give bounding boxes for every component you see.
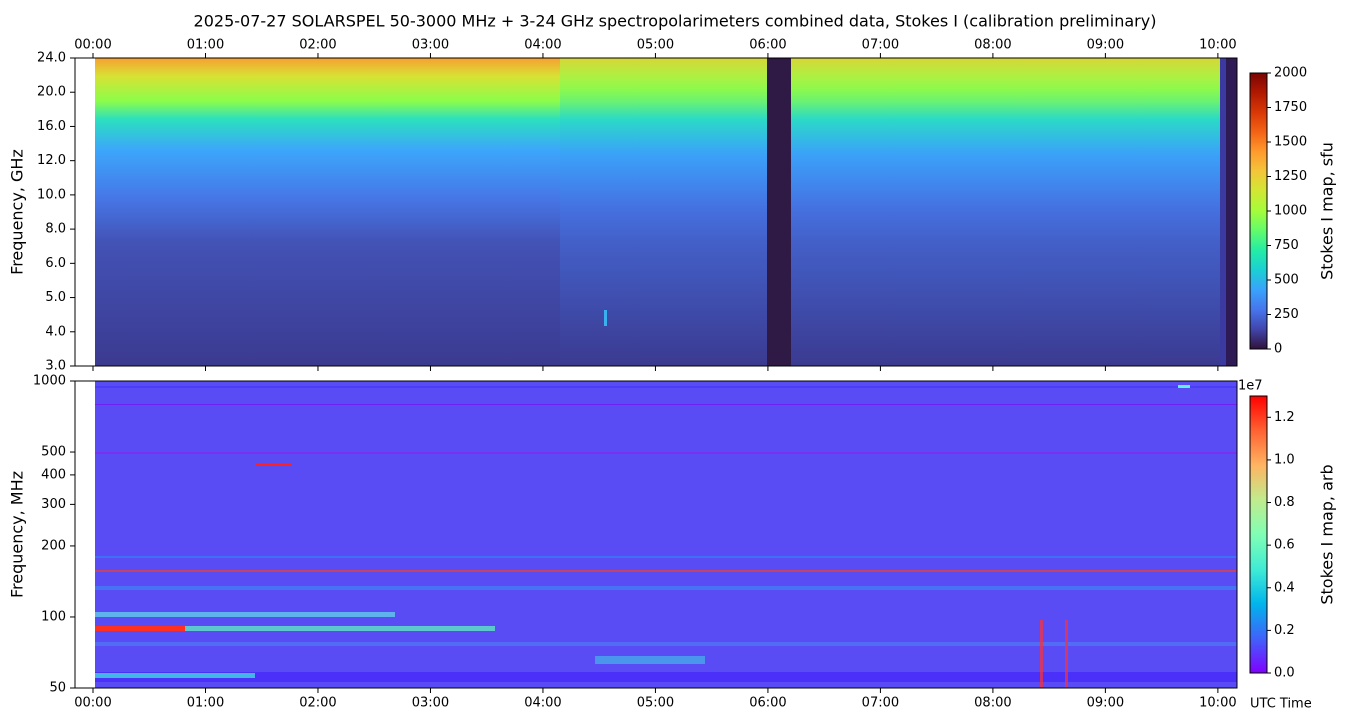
x-tick-label: 10:00: [1199, 38, 1236, 53]
y-tick-label: 5.0: [45, 290, 66, 305]
x-tick-label: 03:00: [412, 38, 449, 53]
colorbar-tick-label: 1.0: [1274, 452, 1295, 467]
title: 2025-07-27 SOLARSPEL 50-3000 MHz + 3-24 …: [194, 12, 1157, 31]
colorbar-tick-label: 250: [1274, 307, 1299, 322]
colorbar-tick-label: 500: [1274, 273, 1299, 288]
heatmap-top: [95, 58, 1237, 366]
y-tick-label: 50: [49, 681, 66, 696]
y-tick-label: 12.0: [37, 153, 66, 168]
y-tick-label: 4.0: [45, 324, 66, 339]
colorbar-tick-label: 0.6: [1274, 538, 1295, 553]
y-tick-label: 200: [41, 538, 66, 553]
x-tick-label: 02:00: [299, 696, 336, 711]
y-axis-label: Frequency, MHz: [8, 471, 27, 598]
axes-frame: [74, 380, 1238, 689]
y-tick-label: 100: [41, 609, 66, 624]
y-tick-label: 20.0: [37, 85, 66, 100]
x-tick-label: 00:00: [74, 696, 111, 711]
colorbar-offset: 1e7: [1238, 379, 1263, 394]
y-tick-label: 24.0: [37, 51, 66, 66]
x-tick-label: 00:00: [74, 38, 111, 53]
x-tick-label: 05:00: [637, 38, 674, 53]
y-tick-label: 3.0: [45, 359, 66, 374]
axes: 00:00 01:00 02:00 03:00 04:00 05:00 06:00 07:00…: [8, 38, 1337, 712]
x-tick-label: 05:00: [637, 696, 674, 711]
colorbar-tick-label: 0.4: [1274, 580, 1295, 595]
y-tick-label: 16.0: [37, 119, 66, 134]
x-tick-label: 02:00: [299, 38, 336, 53]
x-tick-label: 09:00: [1087, 38, 1124, 53]
colorbar-tick-label: 0.8: [1274, 495, 1295, 510]
y-tick-label: 8.0: [45, 222, 66, 237]
colorbar-tick-label: 1000: [1274, 204, 1307, 219]
x-tick-label: 08:00: [974, 38, 1011, 53]
x-tick-label: 06:00: [749, 696, 786, 711]
colorbar: [1249, 395, 1268, 674]
x-tick-label: 08:00: [974, 696, 1011, 711]
axes-frame: [74, 57, 1238, 367]
colorbar-tick-label: 2000: [1274, 66, 1307, 81]
colorbar-tick-label: 0.2: [1274, 623, 1295, 638]
colorbar-tick-label: 0.0: [1274, 666, 1295, 681]
x-tick-label: 01:00: [187, 696, 224, 711]
y-tick-label: 1000: [33, 374, 66, 389]
x-axis-label: UTC Time: [1250, 697, 1312, 712]
colorbar-tick-label: 0: [1274, 342, 1282, 357]
y-tick-label: 6.0: [45, 256, 66, 271]
y-tick-label: 300: [41, 497, 66, 512]
y-axis-label: Frequency, GHz: [8, 149, 27, 275]
colorbar-tick-label: 1750: [1274, 100, 1307, 115]
y-tick-label: 400: [41, 467, 66, 482]
x-tick-label: 01:00: [187, 38, 224, 53]
x-tick-label: 04:00: [524, 696, 561, 711]
colorbar-tick-label: 750: [1274, 238, 1299, 253]
y-tick-label: 10.0: [37, 187, 66, 202]
heatmap-bottom: [95, 381, 1237, 688]
x-tick-label: 06:00: [749, 38, 786, 53]
x-tick-label: 07:00: [862, 696, 899, 711]
colorbar: [1249, 72, 1268, 350]
y-tick-label: 500: [41, 445, 66, 460]
x-tick-label: 09:00: [1087, 696, 1124, 711]
x-tick-label: 04:00: [524, 38, 561, 53]
x-tick-label: 03:00: [412, 696, 449, 711]
colorbar-tick-label: 1250: [1274, 169, 1307, 184]
colorbar-tick-label: 1500: [1274, 135, 1307, 150]
colorbar-label: Stokes I map, sfu: [1318, 142, 1337, 280]
x-tick-label: 10:00: [1199, 696, 1236, 711]
colorbar-label: Stokes I map, arb: [1318, 464, 1337, 604]
colorbar-tick-label: 1.2: [1274, 410, 1295, 425]
x-tick-label: 07:00: [862, 38, 899, 53]
